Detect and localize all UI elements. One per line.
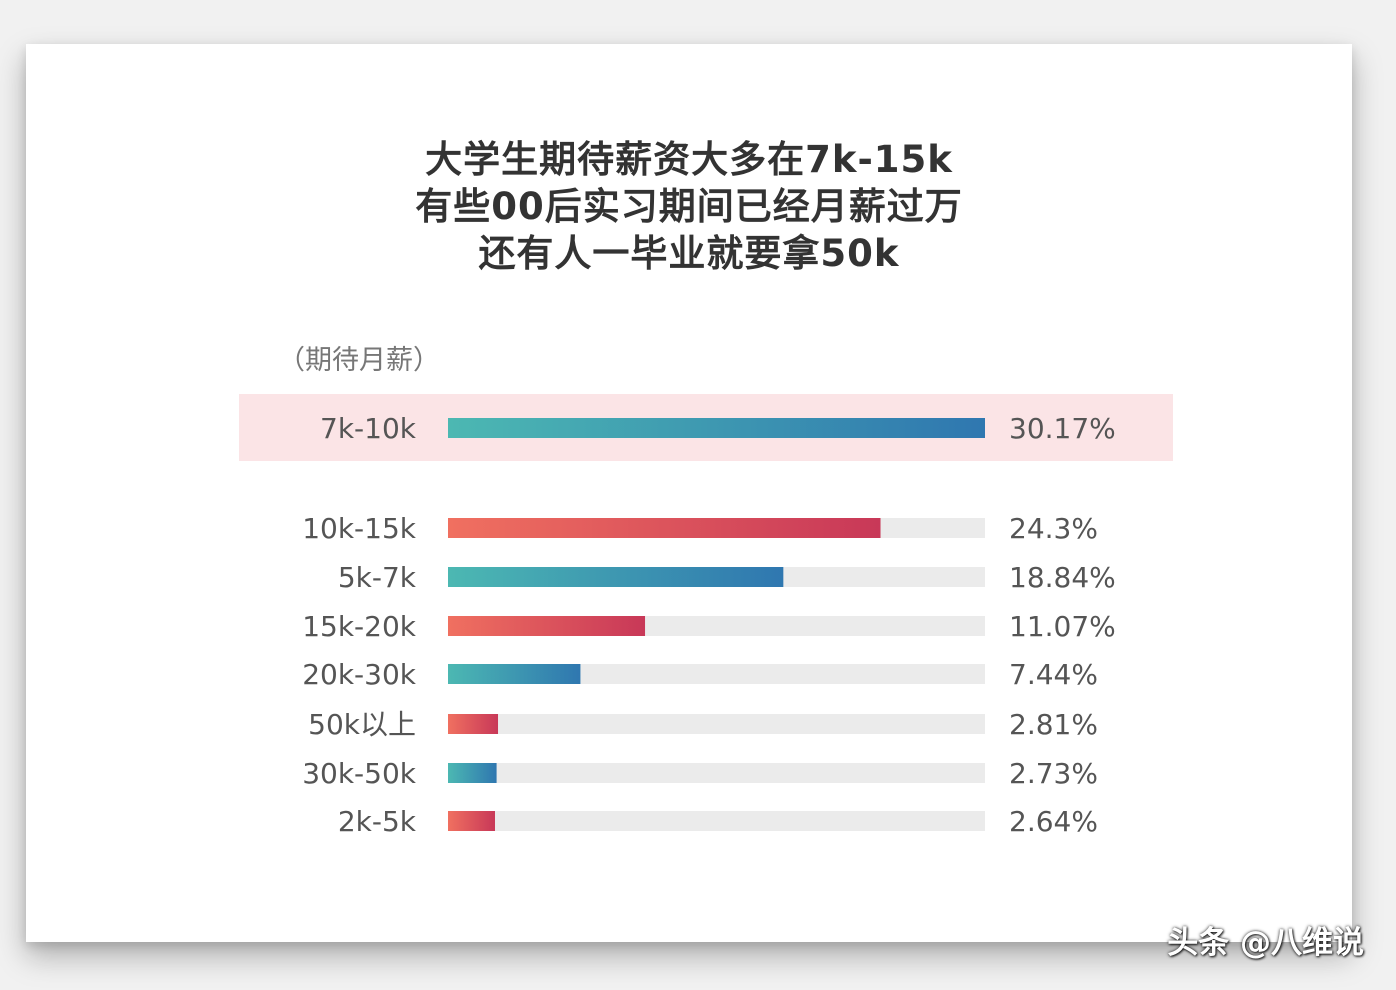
- category-label: 7k-10k: [320, 412, 417, 445]
- value-label: 24.3%: [1009, 512, 1098, 545]
- chart-card: 大学生期待薪资大多在7k-15k 有些00后实习期间已经月薪过万 还有人一毕业就…: [26, 44, 1352, 942]
- value-label: 2.73%: [1009, 757, 1098, 790]
- bar-track: [448, 763, 985, 783]
- value-label: 2.81%: [1009, 708, 1098, 741]
- chart-title: 大学生期待薪资大多在7k-15k 有些00后实习期间已经月薪过万 还有人一毕业就…: [26, 136, 1352, 277]
- bar-50k以上: [448, 714, 499, 734]
- title-line-1: 大学生期待薪资大多在7k-15k: [425, 138, 953, 181]
- watermark: 头条 @八维说: [1167, 925, 1364, 961]
- bar-30k-50k: [448, 763, 497, 783]
- bar-2k-5k: [448, 811, 495, 831]
- category-label: 30k-50k: [302, 757, 417, 790]
- category-label: 5k-7k: [338, 561, 417, 594]
- bar-7k-10k: [448, 418, 985, 438]
- value-label: 2.64%: [1009, 805, 1098, 838]
- bar-10k-15k: [448, 518, 881, 538]
- category-label: 50k以上: [308, 708, 416, 741]
- value-label: 11.07%: [1009, 610, 1116, 643]
- unit-label: （期待月薪）: [278, 345, 440, 376]
- title-line-2: 有些00后实习期间已经月薪过万: [415, 185, 963, 228]
- bar-track: [448, 664, 985, 684]
- category-label: 20k-30k: [302, 658, 417, 691]
- bar-track: [448, 811, 985, 831]
- bar-track: [448, 714, 985, 734]
- category-label: 10k-15k: [302, 512, 417, 545]
- category-label: 15k-20k: [302, 610, 417, 643]
- value-label: 30.17%: [1009, 412, 1116, 445]
- value-label: 7.44%: [1009, 658, 1098, 691]
- bar-chart: 7k-10k 30.17% 10k-15k 24.3% 5k-7k 18.84% 15k-2…: [302, 412, 1116, 838]
- category-label: 2k-5k: [338, 805, 417, 838]
- value-label: 18.84%: [1009, 561, 1116, 594]
- bar-15k-20k: [448, 616, 646, 636]
- bar-20k-30k: [448, 664, 581, 684]
- bar-5k-7k: [448, 567, 784, 587]
- title-line-3: 还有人一毕业就要拿50k: [478, 232, 900, 275]
